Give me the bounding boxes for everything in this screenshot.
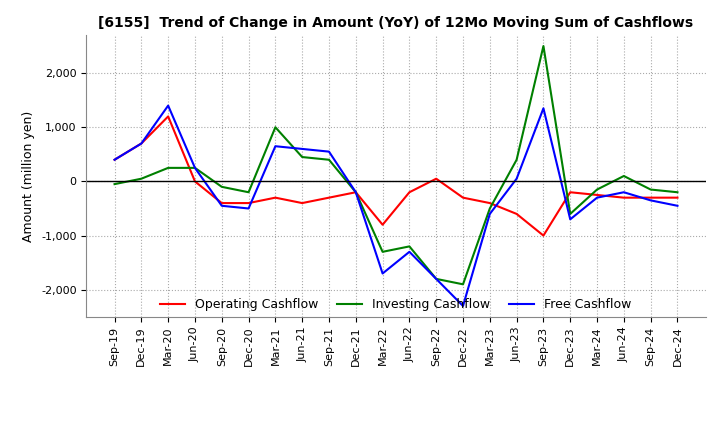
Operating Cashflow: [217, 201, 226, 206]
Investing Cashflow: [673, 190, 682, 195]
Operating Cashflow: [271, 195, 279, 200]
Free Cashflow: [647, 198, 655, 203]
Investing Cashflow: [137, 176, 145, 181]
Operating Cashflow: [378, 222, 387, 227]
Free Cashflow: [619, 190, 628, 195]
Investing Cashflow: [164, 165, 173, 171]
Title: [6155]  Trend of Change in Amount (YoY) of 12Mo Moving Sum of Cashflows: [6155] Trend of Change in Amount (YoY) o…: [99, 16, 693, 30]
Investing Cashflow: [513, 157, 521, 162]
Investing Cashflow: [593, 187, 601, 192]
Free Cashflow: [673, 203, 682, 209]
Operating Cashflow: [566, 190, 575, 195]
Operating Cashflow: [539, 233, 548, 238]
Investing Cashflow: [351, 190, 360, 195]
Free Cashflow: [351, 190, 360, 195]
Operating Cashflow: [351, 190, 360, 195]
Operating Cashflow: [619, 195, 628, 200]
Free Cashflow: [405, 249, 414, 254]
Free Cashflow: [539, 106, 548, 111]
Investing Cashflow: [244, 190, 253, 195]
Free Cashflow: [378, 271, 387, 276]
Free Cashflow: [137, 141, 145, 146]
Operating Cashflow: [485, 201, 494, 206]
Line: Investing Cashflow: Investing Cashflow: [114, 46, 678, 284]
Operating Cashflow: [459, 195, 467, 200]
Investing Cashflow: [432, 276, 441, 282]
Investing Cashflow: [325, 157, 333, 162]
Free Cashflow: [217, 203, 226, 209]
Investing Cashflow: [217, 184, 226, 190]
Investing Cashflow: [378, 249, 387, 254]
Line: Free Cashflow: Free Cashflow: [114, 106, 678, 306]
Investing Cashflow: [271, 125, 279, 130]
Operating Cashflow: [164, 114, 173, 119]
Investing Cashflow: [485, 206, 494, 211]
Free Cashflow: [325, 149, 333, 154]
Investing Cashflow: [298, 154, 307, 160]
Investing Cashflow: [566, 211, 575, 216]
Line: Operating Cashflow: Operating Cashflow: [114, 117, 678, 235]
Free Cashflow: [513, 176, 521, 181]
Free Cashflow: [593, 195, 601, 200]
Operating Cashflow: [673, 195, 682, 200]
Operating Cashflow: [647, 195, 655, 200]
Free Cashflow: [164, 103, 173, 108]
Legend: Operating Cashflow, Investing Cashflow, Free Cashflow: Operating Cashflow, Investing Cashflow, …: [156, 293, 636, 316]
Operating Cashflow: [405, 190, 414, 195]
Free Cashflow: [271, 143, 279, 149]
Free Cashflow: [432, 276, 441, 282]
Investing Cashflow: [110, 181, 119, 187]
Investing Cashflow: [405, 244, 414, 249]
Operating Cashflow: [432, 176, 441, 181]
Free Cashflow: [459, 303, 467, 308]
Investing Cashflow: [191, 165, 199, 171]
Operating Cashflow: [137, 141, 145, 146]
Operating Cashflow: [513, 211, 521, 216]
Free Cashflow: [244, 206, 253, 211]
Operating Cashflow: [298, 201, 307, 206]
Operating Cashflow: [191, 179, 199, 184]
Operating Cashflow: [244, 201, 253, 206]
Free Cashflow: [485, 211, 494, 216]
Free Cashflow: [298, 146, 307, 151]
Investing Cashflow: [619, 173, 628, 179]
Operating Cashflow: [325, 195, 333, 200]
Investing Cashflow: [539, 44, 548, 49]
Free Cashflow: [191, 165, 199, 171]
Operating Cashflow: [593, 192, 601, 198]
Free Cashflow: [110, 157, 119, 162]
Investing Cashflow: [459, 282, 467, 287]
Operating Cashflow: [110, 157, 119, 162]
Free Cashflow: [566, 216, 575, 222]
Y-axis label: Amount (million yen): Amount (million yen): [22, 110, 35, 242]
Investing Cashflow: [647, 187, 655, 192]
